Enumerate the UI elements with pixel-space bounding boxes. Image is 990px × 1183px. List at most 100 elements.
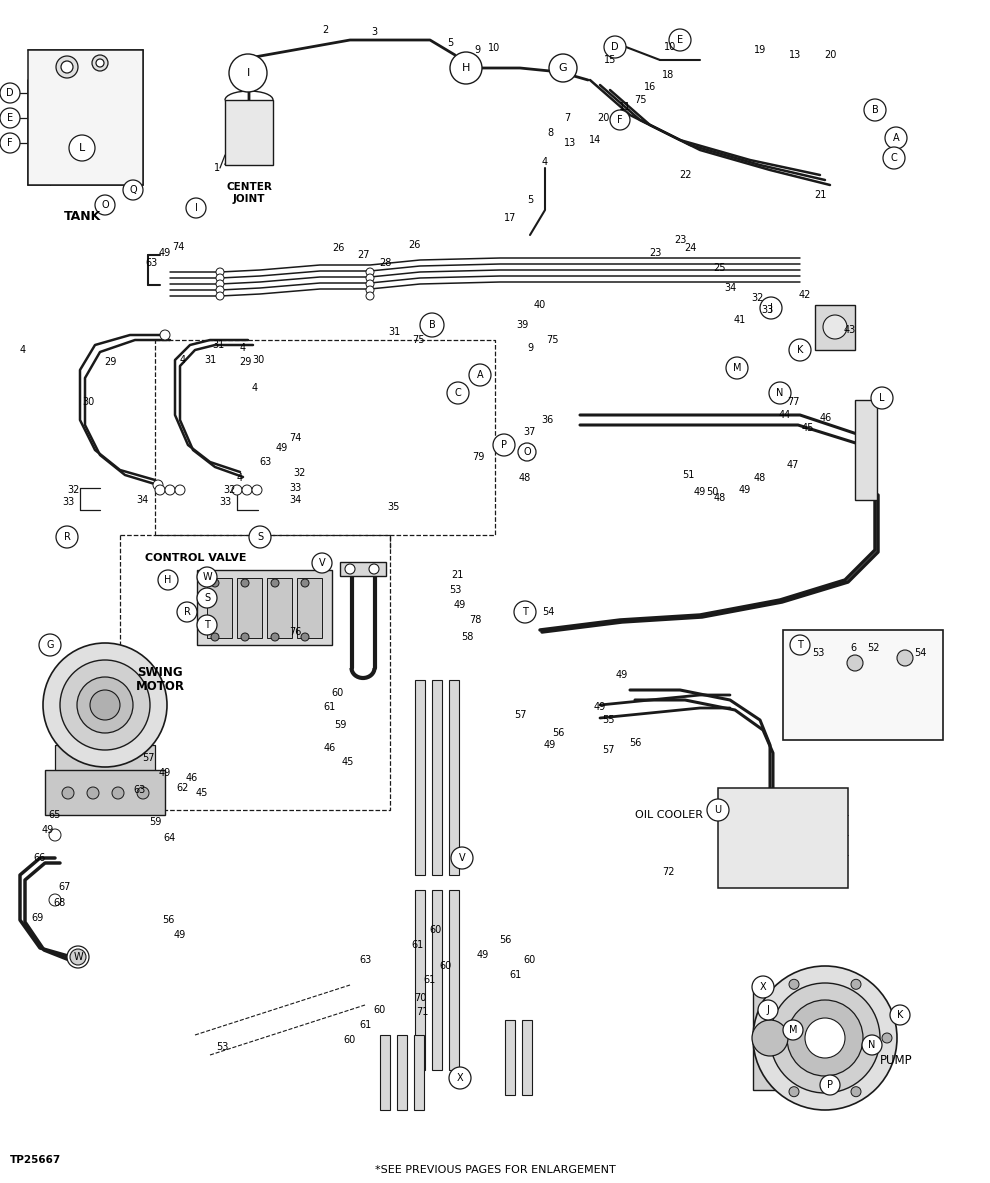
Circle shape	[366, 280, 374, 287]
Bar	[522, 1020, 532, 1095]
Circle shape	[449, 1067, 471, 1090]
Circle shape	[447, 382, 469, 405]
Text: 24: 24	[684, 243, 696, 253]
Text: 76: 76	[289, 627, 301, 636]
Text: 29: 29	[104, 357, 116, 367]
Text: B: B	[871, 105, 878, 115]
Text: E: E	[677, 35, 683, 45]
Circle shape	[241, 633, 249, 641]
Circle shape	[514, 601, 536, 623]
Circle shape	[0, 83, 20, 103]
Text: 20: 20	[597, 114, 609, 123]
Text: 26: 26	[332, 243, 345, 253]
Text: 49: 49	[594, 702, 606, 712]
Text: M: M	[733, 363, 742, 373]
Text: 60: 60	[344, 1035, 356, 1045]
Bar	[718, 788, 848, 888]
Text: C: C	[454, 388, 461, 397]
Text: V: V	[458, 853, 465, 864]
Circle shape	[70, 949, 86, 965]
Circle shape	[885, 127, 907, 149]
Text: 68: 68	[53, 898, 66, 909]
Text: 49: 49	[616, 670, 628, 680]
Text: 69: 69	[32, 913, 45, 923]
Text: J: J	[769, 303, 772, 313]
Text: L: L	[879, 393, 885, 403]
Circle shape	[112, 787, 124, 799]
Text: 60: 60	[331, 689, 344, 698]
Bar	[55, 745, 155, 775]
Text: O: O	[101, 200, 109, 211]
Text: 23: 23	[648, 248, 661, 258]
Text: 26: 26	[408, 240, 420, 250]
Text: 32: 32	[751, 293, 764, 303]
Text: 33: 33	[761, 305, 773, 315]
Text: 5: 5	[527, 195, 534, 205]
Circle shape	[549, 54, 577, 82]
Text: 49: 49	[42, 825, 54, 835]
Text: 46: 46	[820, 413, 833, 424]
Circle shape	[165, 485, 175, 494]
Circle shape	[871, 387, 893, 409]
Circle shape	[882, 1033, 892, 1043]
Text: 72: 72	[661, 867, 674, 877]
Text: 52: 52	[867, 644, 879, 653]
Circle shape	[451, 847, 473, 870]
Text: 53: 53	[216, 1042, 228, 1052]
Text: 66: 66	[34, 853, 47, 864]
Text: 18: 18	[662, 70, 674, 80]
Circle shape	[56, 526, 78, 548]
Text: 49: 49	[158, 248, 171, 258]
Bar	[415, 680, 425, 875]
Text: R: R	[183, 607, 190, 618]
Circle shape	[61, 62, 73, 73]
Circle shape	[216, 269, 224, 276]
Text: V: V	[319, 558, 326, 568]
Circle shape	[92, 54, 108, 71]
Bar	[237, 578, 262, 638]
Text: 44: 44	[779, 411, 791, 420]
Text: I: I	[195, 203, 197, 213]
Circle shape	[851, 1087, 861, 1097]
Text: 10: 10	[488, 43, 500, 53]
Text: R: R	[63, 532, 70, 542]
Text: 71: 71	[416, 1007, 429, 1017]
Text: P: P	[827, 1080, 833, 1090]
Text: 31: 31	[212, 340, 224, 350]
Circle shape	[769, 382, 791, 405]
Text: 58: 58	[460, 632, 473, 642]
Bar	[505, 1020, 515, 1095]
Circle shape	[67, 946, 89, 968]
Circle shape	[186, 198, 206, 218]
Text: 30: 30	[251, 355, 264, 366]
Circle shape	[366, 292, 374, 300]
Text: 9: 9	[527, 343, 533, 353]
Text: 11: 11	[619, 102, 632, 112]
Circle shape	[211, 578, 219, 587]
Text: 50: 50	[706, 487, 718, 497]
Text: 75: 75	[412, 335, 425, 345]
Circle shape	[216, 286, 224, 295]
Circle shape	[69, 135, 95, 161]
Bar	[449, 890, 459, 1069]
Text: 36: 36	[541, 415, 553, 425]
Circle shape	[216, 280, 224, 287]
Text: U: U	[715, 804, 722, 815]
Circle shape	[241, 578, 249, 587]
Circle shape	[820, 1075, 840, 1095]
Text: 33: 33	[61, 497, 74, 508]
Text: F: F	[617, 115, 623, 125]
Text: 61: 61	[424, 975, 437, 985]
Text: 34: 34	[289, 494, 301, 505]
Circle shape	[851, 980, 861, 989]
Text: 34: 34	[136, 494, 148, 505]
Circle shape	[518, 442, 536, 461]
Circle shape	[493, 434, 515, 455]
Circle shape	[610, 110, 630, 130]
Text: K: K	[797, 345, 803, 355]
Text: 6: 6	[850, 644, 856, 653]
Text: 33: 33	[219, 497, 231, 508]
Circle shape	[790, 635, 810, 655]
Text: 17: 17	[504, 213, 516, 224]
Circle shape	[758, 1033, 768, 1043]
